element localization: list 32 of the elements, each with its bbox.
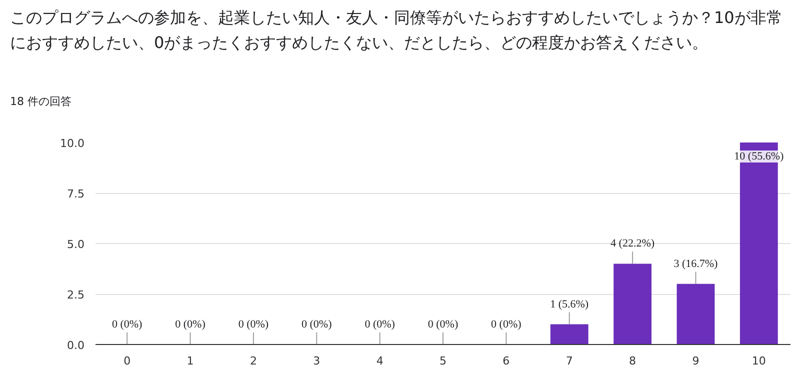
x-tick-label: 7 bbox=[566, 354, 573, 368]
data-label: 0 (0%) bbox=[175, 318, 206, 330]
data-label: 0 (0%) bbox=[112, 318, 143, 330]
y-tick-label: 0.0 bbox=[67, 339, 85, 352]
data-label: 0 (0%) bbox=[238, 318, 269, 330]
data-label: 3 (16.7%) bbox=[674, 258, 718, 270]
chart-title: このプログラムへの参加を、起業したい知人・友人・同僚等がいたらおすすめしたいでしょうか？10が非常におすすめしたい、0がまったくおすすめしたくない、だとしたら、どの程度かお答えください。 bbox=[10, 7, 784, 54]
bar bbox=[614, 264, 652, 344]
x-tick-label: 6 bbox=[502, 354, 510, 368]
x-tick-label: 9 bbox=[692, 354, 700, 368]
data-label: 4 (22.2%) bbox=[610, 238, 655, 250]
data-label: 1 (5.6%) bbox=[550, 298, 589, 310]
bar bbox=[676, 284, 715, 344]
x-tick-label: 8 bbox=[629, 354, 636, 368]
data-label: 10 (55.6%) bbox=[734, 150, 784, 162]
data-label: 0 (0%) bbox=[302, 318, 332, 330]
x-tick-label: 4 bbox=[376, 354, 384, 368]
x-tick-label: 2 bbox=[250, 354, 257, 368]
bar bbox=[550, 324, 588, 344]
x-tick-label: 10 bbox=[752, 354, 766, 368]
x-tick-label: 1 bbox=[186, 354, 194, 368]
data-label: 0 (0%) bbox=[428, 318, 458, 330]
x-tick-label: 3 bbox=[313, 354, 320, 368]
y-tick-label: 7.5 bbox=[67, 188, 85, 200]
data-label: 0 (0%) bbox=[364, 318, 396, 330]
x-tick-label: 5 bbox=[440, 354, 446, 368]
x-tick-label: 0 bbox=[124, 354, 131, 368]
y-tick-label: 2.5 bbox=[67, 288, 85, 302]
chart-subtitle: 18 件の回答 bbox=[10, 94, 72, 110]
y-tick-label: 5.0 bbox=[67, 238, 85, 251]
data-label: 0 (0%) bbox=[491, 318, 522, 330]
y-tick-label: 10.0 bbox=[60, 137, 85, 150]
